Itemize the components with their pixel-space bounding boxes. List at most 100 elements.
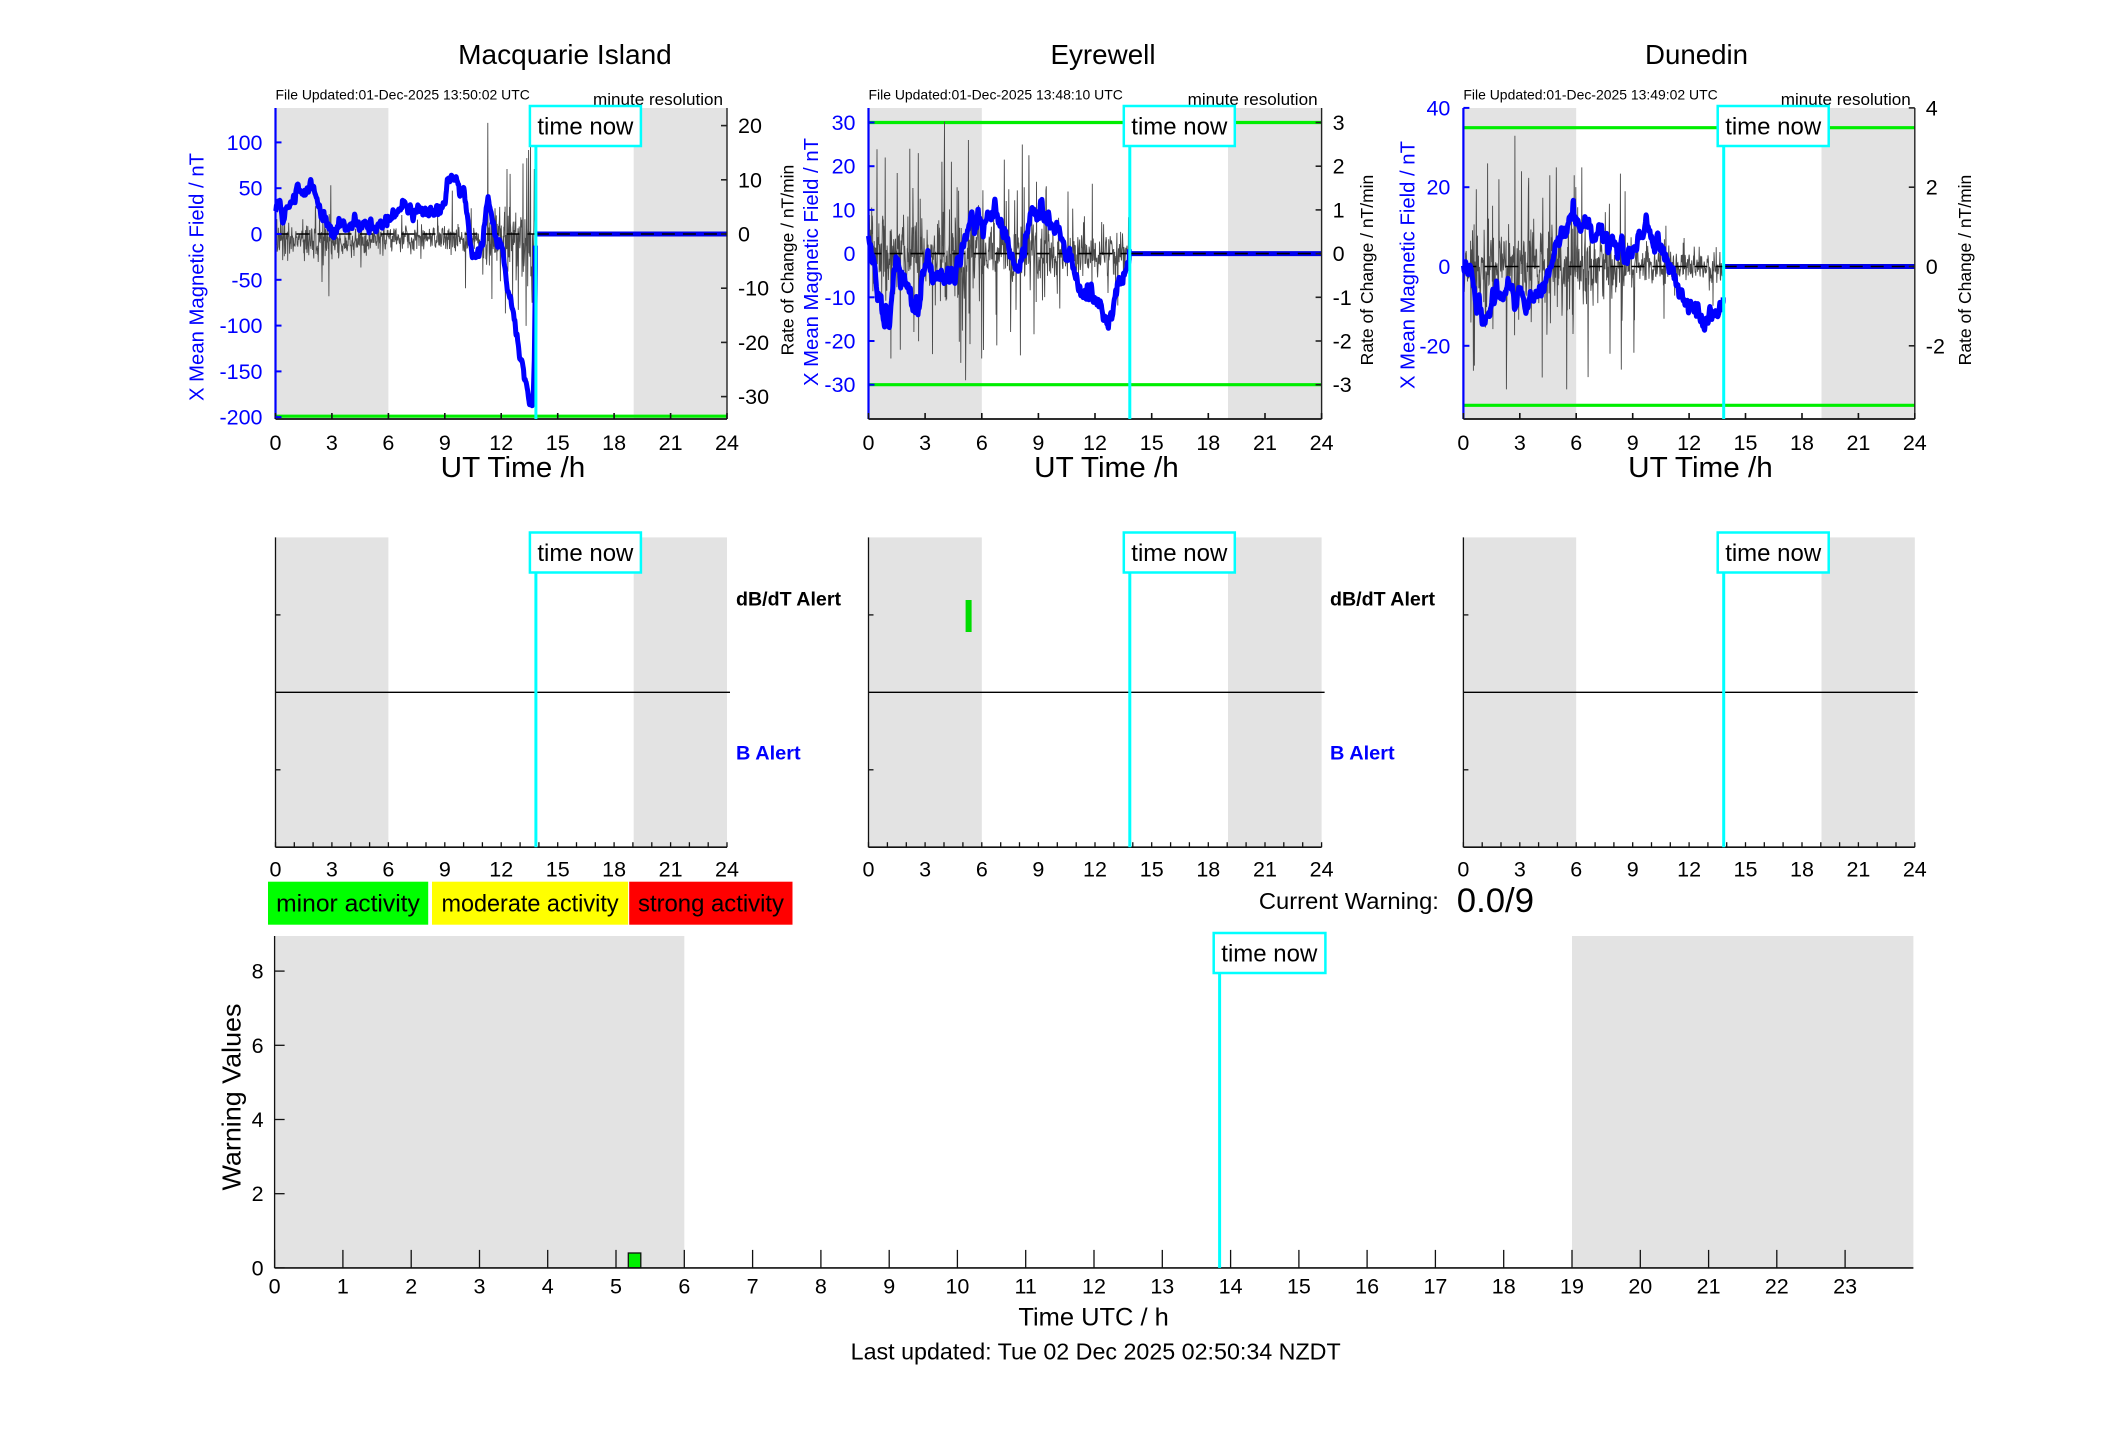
svg-text:UT Time /h: UT Time /h <box>1628 452 1773 484</box>
svg-text:3: 3 <box>919 858 931 882</box>
svg-text:dB/dT Alert: dB/dT Alert <box>736 590 842 611</box>
svg-text:0: 0 <box>1438 255 1450 279</box>
svg-text:50: 50 <box>239 177 263 201</box>
svg-text:12: 12 <box>489 858 513 882</box>
svg-text:X Mean Magnetic Field / nT: X Mean Magnetic Field / nT <box>1397 141 1419 389</box>
svg-text:strong activity: strong activity <box>638 891 784 918</box>
svg-text:18: 18 <box>602 858 626 882</box>
svg-text:0: 0 <box>1457 431 1469 455</box>
svg-text:6: 6 <box>382 431 394 455</box>
svg-text:20: 20 <box>738 114 762 138</box>
svg-text:12: 12 <box>1083 858 1107 882</box>
svg-text:10: 10 <box>832 198 856 222</box>
svg-text:Warning Values: Warning Values <box>217 1004 247 1191</box>
svg-text:-10: -10 <box>824 286 855 310</box>
svg-text:File Updated:01-Dec-2025 13:50: File Updated:01-Dec-2025 13:50:02 UTC <box>276 87 530 103</box>
svg-text:6: 6 <box>252 1034 264 1058</box>
svg-text:21: 21 <box>659 431 683 455</box>
svg-text:12: 12 <box>1083 431 1107 455</box>
svg-text:2: 2 <box>252 1182 264 1206</box>
svg-text:0: 0 <box>269 1275 281 1299</box>
svg-text:3: 3 <box>326 431 338 455</box>
svg-text:15: 15 <box>1734 858 1758 882</box>
svg-text:4: 4 <box>542 1275 554 1299</box>
svg-text:Eyrewell: Eyrewell <box>1051 39 1156 70</box>
svg-text:time now: time now <box>1725 114 1822 141</box>
svg-text:-2: -2 <box>1926 334 1945 358</box>
svg-text:20: 20 <box>1628 1275 1652 1299</box>
svg-text:9: 9 <box>439 858 451 882</box>
svg-text:24: 24 <box>1310 431 1334 455</box>
svg-text:6: 6 <box>382 858 394 882</box>
svg-text:6: 6 <box>678 1275 690 1299</box>
svg-text:X Mean Magnetic Field / nT: X Mean Magnetic Field / nT <box>801 138 823 386</box>
svg-text:0: 0 <box>863 431 875 455</box>
svg-text:Last updated: Tue 02 Dec 2025: Last updated: Tue 02 Dec 2025 02:50:34 N… <box>851 1339 1341 1365</box>
svg-text:dB/dT Alert: dB/dT Alert <box>1330 590 1436 611</box>
svg-text:-200: -200 <box>219 406 262 430</box>
svg-text:Time UTC / h: Time UTC / h <box>1018 1304 1169 1332</box>
svg-text:UT Time /h: UT Time /h <box>1034 452 1179 484</box>
svg-text:0: 0 <box>252 1256 264 1280</box>
svg-text:15: 15 <box>1287 1275 1311 1299</box>
svg-text:15: 15 <box>1140 858 1164 882</box>
svg-text:21: 21 <box>1846 431 1870 455</box>
svg-text:0: 0 <box>270 858 282 882</box>
svg-text:18: 18 <box>1196 858 1220 882</box>
svg-text:Rate of Change / nT/min: Rate of Change / nT/min <box>1357 175 1377 366</box>
svg-text:21: 21 <box>1697 1275 1721 1299</box>
svg-text:2: 2 <box>1926 176 1938 200</box>
svg-text:-20: -20 <box>824 330 855 354</box>
svg-text:4: 4 <box>1926 96 1938 120</box>
svg-text:0: 0 <box>844 242 856 266</box>
svg-text:minute resolution: minute resolution <box>593 90 723 109</box>
svg-text:time now: time now <box>1725 540 1822 567</box>
svg-text:19: 19 <box>1560 1275 1584 1299</box>
svg-text:21: 21 <box>1846 858 1870 882</box>
svg-text:18: 18 <box>602 431 626 455</box>
svg-text:21: 21 <box>659 858 683 882</box>
svg-text:0: 0 <box>1333 242 1345 266</box>
svg-text:3: 3 <box>1514 858 1526 882</box>
svg-text:24: 24 <box>1903 431 1927 455</box>
svg-text:time now: time now <box>537 540 634 567</box>
svg-text:Macquarie Island: Macquarie Island <box>458 39 672 70</box>
svg-text:0: 0 <box>1926 255 1938 279</box>
svg-text:time now: time now <box>537 114 634 141</box>
svg-text:2: 2 <box>1333 155 1345 179</box>
svg-text:12: 12 <box>489 431 513 455</box>
svg-text:-30: -30 <box>738 385 769 409</box>
svg-text:10: 10 <box>945 1275 969 1299</box>
svg-text:11: 11 <box>1015 1275 1037 1299</box>
svg-text:3: 3 <box>1333 111 1345 135</box>
svg-text:20: 20 <box>832 155 856 179</box>
svg-text:24: 24 <box>715 431 739 455</box>
svg-text:100: 100 <box>227 131 263 155</box>
svg-text:8: 8 <box>815 1275 827 1299</box>
svg-text:File Updated:01-Dec-2025 13:49: File Updated:01-Dec-2025 13:49:02 UTC <box>1463 87 1717 103</box>
svg-text:6: 6 <box>976 858 988 882</box>
svg-text:24: 24 <box>1903 858 1927 882</box>
svg-text:0.0/9: 0.0/9 <box>1457 882 1534 920</box>
svg-text:18: 18 <box>1492 1275 1516 1299</box>
svg-text:time now: time now <box>1221 941 1318 968</box>
svg-text:File Updated:01-Dec-2025 13:48: File Updated:01-Dec-2025 13:48:10 UTC <box>869 87 1123 103</box>
svg-text:7: 7 <box>747 1275 759 1299</box>
svg-text:-20: -20 <box>738 331 769 355</box>
svg-text:moderate activity: moderate activity <box>441 891 618 918</box>
svg-text:-3: -3 <box>1333 373 1352 397</box>
svg-text:15: 15 <box>546 431 570 455</box>
svg-text:time now: time now <box>1131 114 1228 141</box>
svg-text:3: 3 <box>474 1275 486 1299</box>
svg-text:time now: time now <box>1131 540 1228 567</box>
svg-text:14: 14 <box>1219 1275 1243 1299</box>
svg-text:-20: -20 <box>1419 334 1450 358</box>
svg-text:-10: -10 <box>738 277 769 301</box>
svg-text:Current Warning:: Current Warning: <box>1259 888 1439 914</box>
svg-text:9: 9 <box>1032 858 1044 882</box>
svg-text:22: 22 <box>1765 1275 1789 1299</box>
svg-text:1: 1 <box>1333 198 1345 222</box>
svg-text:6: 6 <box>1570 431 1582 455</box>
svg-text:21: 21 <box>1253 858 1277 882</box>
svg-text:minor activity: minor activity <box>276 891 420 918</box>
